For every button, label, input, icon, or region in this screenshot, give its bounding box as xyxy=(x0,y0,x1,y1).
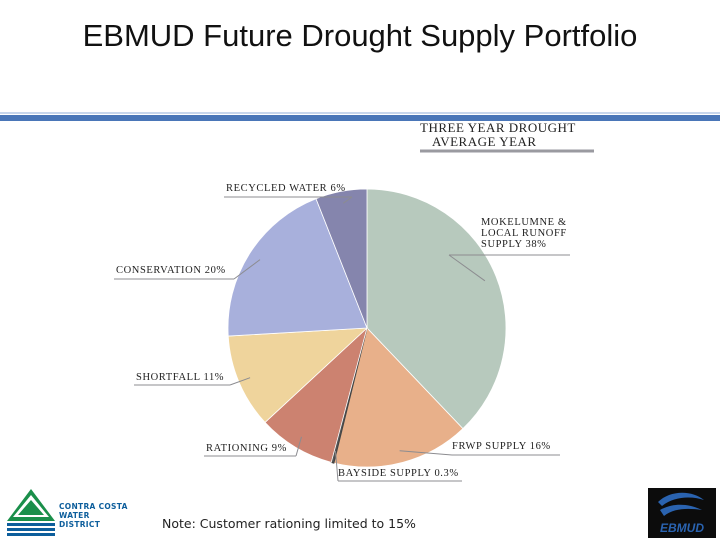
pie-chart: MOKELUMNE & LOCAL RUNOFF SUPPLY 38% FRWP SU… xyxy=(114,121,594,482)
slice-label-3: RATIONING 9% xyxy=(206,443,287,454)
slide-title: EBMUD Future Drought Supply Portfolio xyxy=(82,18,638,53)
pie-slice-recycled-water xyxy=(315,188,368,329)
footnote: Note: Customer rationing limited to 15% xyxy=(162,516,416,531)
ebmud-logo: EBMUD xyxy=(648,488,716,538)
slice-label-line: SHORTFALL 11% xyxy=(136,372,224,383)
logo-text-line-1: CONTRA COSTA xyxy=(59,502,128,511)
leader-tick-2 xyxy=(335,450,339,482)
pie-slice-frwp-supply xyxy=(333,327,464,468)
leader-tick-0 xyxy=(448,254,486,282)
slice-label-line: BAYSIDE SUPPLY 0.3% xyxy=(338,468,459,479)
slice-label-line: RECYCLED WATER 6% xyxy=(226,183,346,194)
slice-label-line: FRWP SUPPLY 16% xyxy=(452,441,551,452)
slice-label-line: SUPPLY 38% xyxy=(481,239,547,250)
pie-slices xyxy=(227,188,507,468)
legend-title-line-2: AVERAGE YEAR xyxy=(432,134,537,149)
slice-label-1: FRWP SUPPLY 16% xyxy=(452,441,551,452)
slice-label-line: RATIONING 9% xyxy=(206,443,287,454)
slice-label-0: MOKELUMNE & LOCAL RUNOFF SUPPLY 38% xyxy=(481,217,567,250)
leader-tick-6 xyxy=(343,196,353,204)
contra-costa-logo: CONTRA COSTA WATER DISTRICT xyxy=(3,487,128,539)
slice-label-6: RECYCLED WATER 6% xyxy=(226,183,346,194)
label-leader-lines xyxy=(114,196,570,482)
pie-slice-conservation xyxy=(227,198,368,337)
pie-slice-shortfall xyxy=(227,327,369,424)
slice-label-5: CONSERVATION 20% xyxy=(116,265,226,276)
slice-label-line: LOCAL RUNOFF xyxy=(481,228,567,239)
contra-costa-mark-icon xyxy=(7,489,55,536)
leader-tick-4 xyxy=(229,377,251,386)
contra-costa-logo-text: CONTRA COSTA WATER DISTRICT xyxy=(59,502,128,529)
legend-title-line-1: THREE YEAR DROUGHT xyxy=(420,121,576,135)
slice-labels: MOKELUMNE & LOCAL RUNOFF SUPPLY 38% FRWP SU… xyxy=(116,183,567,479)
ebmud-mark-icon: EBMUD xyxy=(658,492,704,535)
ebmud-logo-text: EBMUD xyxy=(660,521,704,535)
slice-label-line: CONSERVATION 20% xyxy=(116,265,226,276)
leader-tick-1 xyxy=(399,450,453,456)
slice-label-2: BAYSIDE SUPPLY 0.3% xyxy=(338,468,459,479)
title-rule xyxy=(0,115,720,121)
leader-tick-5 xyxy=(233,259,261,280)
leader-tick-3 xyxy=(295,436,302,457)
title-rule-highlight xyxy=(0,112,720,114)
pie-slice-mokelumne-local-runoff-supply xyxy=(366,188,507,430)
slice-label-line: MOKELUMNE & xyxy=(481,217,567,228)
logo-text-line-2: WATER DISTRICT xyxy=(59,511,101,529)
pie-chart-panel: MOKELUMNE & LOCAL RUNOFF SUPPLY 38% FRWP SU… xyxy=(108,121,598,501)
slice-label-4: SHORTFALL 11% xyxy=(136,372,224,383)
legend-title-group: THREE YEAR DROUGHT AVERAGE YEAR xyxy=(420,121,594,153)
